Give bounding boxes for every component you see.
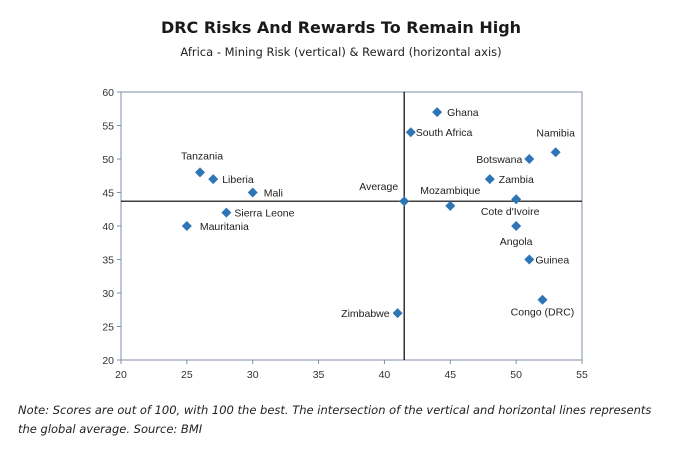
point-zimbabwe: [392, 308, 403, 319]
x-tick-label: 35: [313, 369, 325, 381]
label-cote-d-ivoire: Cote d'Ivoire: [481, 206, 540, 218]
average-point: [399, 196, 410, 207]
x-tick-label: 25: [181, 369, 193, 381]
point-liberia: [208, 174, 219, 185]
point-namibia: [550, 147, 561, 158]
point-cote-d-ivoire: [511, 194, 522, 205]
point-botswana: [524, 154, 535, 164]
point-ghana: [432, 107, 443, 118]
label-south-africa: South Africa: [416, 127, 473, 139]
label-guinea: Guinea: [535, 255, 569, 267]
chart-note: Note: Scores are out of 100, with 100 th…: [18, 403, 652, 436]
label-congo-drc: Congo (DRC): [511, 307, 575, 319]
x-tick-label: 30: [247, 369, 259, 381]
x-tick-label: 45: [444, 369, 456, 381]
point-guinea: [524, 254, 535, 265]
point-sierra-leone: [221, 207, 232, 218]
point-mali: [247, 187, 258, 198]
y-tick-label: 25: [102, 322, 114, 334]
x-tick-label: 50: [510, 369, 522, 381]
point-angola: [511, 221, 522, 231]
label-botswana: Botswana: [476, 154, 522, 166]
y-tick-label: 45: [102, 188, 114, 200]
y-tick-label: 55: [102, 121, 114, 133]
label-namibia: Namibia: [536, 127, 575, 139]
point-congo-drc: [537, 294, 548, 305]
point-tanzania: [195, 167, 206, 178]
y-tick-label: 30: [102, 288, 114, 300]
y-tick-label: 50: [102, 154, 114, 166]
label-liberia: Liberia: [222, 174, 254, 186]
point-south-africa: [405, 127, 416, 138]
x-tick-label: 20: [115, 369, 127, 381]
scatter-chart: 20 25 30 35 40 45 50 55 60 20 25 30 35 40 45 50 55 Aver…: [102, 87, 588, 381]
label-angola: Angola: [500, 236, 533, 248]
label-ghana: Ghana: [447, 107, 479, 119]
x-tick-label: 40: [379, 369, 391, 381]
chart-subtitle: Africa - Mining Risk (vertical) & Reward…: [180, 45, 502, 59]
label-mozambique: Mozambique: [420, 185, 480, 197]
average-label: Average: [359, 181, 398, 193]
point-mauritania: [181, 221, 192, 231]
chart-title: DRC Risks And Rewards To Remain High: [160, 18, 522, 37]
point-mozambique: [445, 200, 456, 211]
y-tick-label: 40: [102, 221, 114, 233]
point-zambia: [484, 174, 495, 185]
y-tick-label: 60: [102, 87, 114, 99]
label-sierra-leone: Sierra Leone: [234, 208, 294, 220]
y-tick-label: 35: [102, 255, 114, 267]
label-zimbabwe: Zimbabwe: [341, 308, 390, 320]
y-tick-label: 20: [102, 355, 114, 367]
label-mauritania: Mauritania: [200, 221, 249, 233]
label-tanzania: Tanzania: [181, 150, 223, 162]
label-mali: Mali: [264, 188, 283, 200]
label-zambia: Zambia: [499, 174, 534, 186]
x-tick-label: 55: [576, 369, 588, 381]
